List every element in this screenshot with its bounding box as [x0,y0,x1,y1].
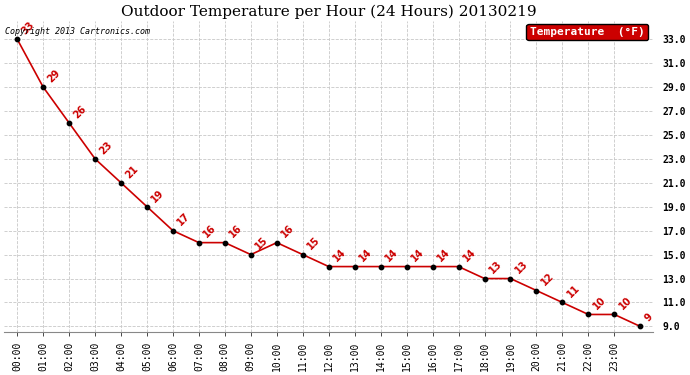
Point [297,252,308,258]
Point [479,276,490,282]
Text: 14: 14 [384,247,400,264]
Point [609,312,620,318]
Text: Copyright 2013 Cartronics.com: Copyright 2013 Cartronics.com [6,27,150,36]
Point [271,240,282,246]
Point [37,84,48,90]
Text: 15: 15 [306,235,322,252]
Point [193,240,204,246]
Point [115,180,126,186]
Text: 12: 12 [540,271,556,288]
Text: 14: 14 [357,247,374,264]
Text: 19: 19 [150,187,166,204]
Point [505,276,516,282]
Point [63,120,75,126]
Point [531,288,542,294]
Text: 14: 14 [409,247,426,264]
Point [401,264,412,270]
Point [375,264,386,270]
Text: 16: 16 [279,223,296,240]
Point [453,264,464,270]
Text: 11: 11 [565,283,582,300]
Text: 10: 10 [617,295,633,312]
Point [323,264,334,270]
Point [12,36,23,42]
Text: 33: 33 [20,20,37,36]
Text: 16: 16 [228,223,244,240]
Text: 26: 26 [72,104,88,120]
Text: 13: 13 [513,259,530,276]
Text: 14: 14 [435,247,452,264]
Text: 21: 21 [124,164,140,180]
Text: 10: 10 [591,295,608,312]
Text: 14: 14 [462,247,478,264]
Text: 29: 29 [46,68,63,84]
Text: 16: 16 [201,223,218,240]
Text: 17: 17 [176,211,193,228]
Text: 15: 15 [254,235,270,252]
Point [141,204,152,210]
Point [583,312,594,318]
Text: 14: 14 [331,247,348,264]
Point [427,264,438,270]
Point [349,264,360,270]
Point [635,324,646,330]
Text: 23: 23 [98,140,115,156]
Point [246,252,257,258]
Point [168,228,179,234]
Point [557,300,568,306]
Title: Outdoor Temperature per Hour (24 Hours) 20130219: Outdoor Temperature per Hour (24 Hours) … [121,4,537,18]
Text: 13: 13 [487,259,504,276]
Text: 9: 9 [643,312,655,324]
Legend: Temperature  (°F): Temperature (°F) [526,24,648,40]
Point [90,156,101,162]
Point [219,240,230,246]
